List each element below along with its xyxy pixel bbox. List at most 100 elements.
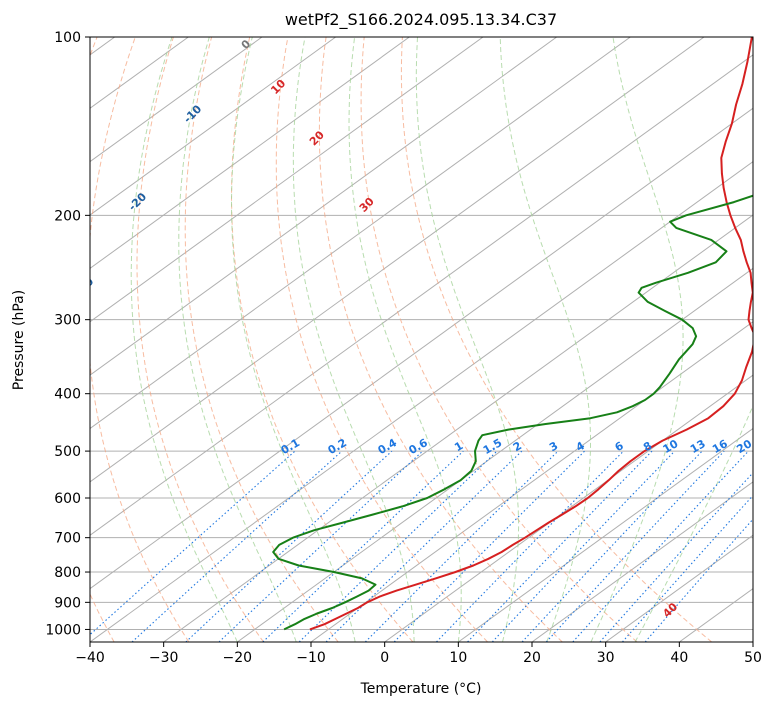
temperature-profile-line [309,37,753,631]
isotherm-line [90,54,753,536]
x-tick-label: 20 [523,650,541,666]
isotherm-line [163,214,753,642]
y-tick-label: 300 [54,313,81,329]
isotherm-line [531,481,753,642]
x-tick-label: −30 [149,650,179,666]
mixing-ratio-line [545,450,725,642]
y-axis-label: Pressure (hPa) [11,290,27,390]
chart-title: wetPf2_S166.2024.095.13.34.C37 [285,10,557,30]
y-tick-label: 500 [54,444,81,460]
dry-adiabat [230,37,414,642]
isotherm-line [90,37,631,430]
isotherm-line [752,641,753,642]
x-tick-label: −40 [75,650,105,666]
y-axis-ticks: 100 200 300 400 500 600 700 800 900 1000 [45,30,90,638]
mixing-ratio-line [298,450,498,642]
y-tick-label: 1000 [45,622,81,638]
mixing-ratio-label: 0.1 [279,436,302,457]
mixing-ratio-line [491,450,676,642]
moist-adiabat [415,37,520,642]
mixing-ratio-line [364,450,559,642]
dry-adiabat-label: 30 [357,195,377,215]
dry-adiabat-label: -30 [73,275,96,298]
y-tick-label: 900 [54,595,81,611]
x-tick-label: 40 [670,650,688,666]
mixing-ratio-label: 2 [511,439,524,454]
dry-adiabat [136,37,264,642]
mixing-ratio-label: 25 [759,437,775,456]
isotherm-line [384,374,753,642]
isotherm-line [458,427,753,642]
mixing-ratio-line [467,450,653,642]
y-tick-label: 600 [54,491,81,507]
x-tick-label: 10 [449,650,467,666]
isotherm-line [90,37,484,323]
mixing-ratio-line [218,450,424,642]
isotherm-line [90,161,753,642]
mixing-ratio-line [393,450,585,642]
dry-adiabat-label: 10 [268,77,288,97]
moist-adiabat [292,37,415,642]
moist-adiabat [231,37,356,642]
mixing-ratio-lines [90,450,753,642]
dry-adiabat-label: -20 [126,190,149,213]
mixing-ratio-label: 6 [613,439,626,454]
y-tick-label: 200 [54,208,81,224]
dry-adiabat-label: -10 [181,102,204,125]
dry-adiabat [90,37,115,642]
isotherm-line [90,37,410,270]
mixing-ratio-label: 4 [574,439,587,454]
isotherm-line [605,534,753,642]
isotherm-line [90,37,189,109]
x-axis-label: Temperature (°C) [360,681,482,697]
moist-adiabat [348,37,462,642]
moist-adiabat [634,404,753,642]
isotherm-line [90,37,557,376]
mixing-ratio-line [572,450,749,642]
skewed-isotherms [90,37,753,642]
dry-adiabat-label: 40 [660,600,680,620]
mixing-ratio-label: 3 [547,439,560,454]
x-tick-label: 50 [744,650,762,666]
y-tick-label: 700 [54,531,81,547]
x-axis-ticks: −40 −30 −20 −10 0 10 20 30 40 50 [75,642,762,666]
dry-adiabat [0,37,59,642]
mixing-ratio-line [131,450,343,642]
moist-adiabats [130,37,753,642]
mixing-ratio-label: 0.6 [406,436,430,457]
mixing-ratio-line [262,450,464,642]
mixing-ratio-line [436,450,624,642]
y-tick-label: 100 [54,30,81,46]
moist-adiabat [590,37,684,642]
y-tick-label: 400 [54,387,81,403]
mixing-ratio-line [325,450,523,642]
x-tick-label: −10 [296,650,326,666]
dry-adiabats [0,37,713,642]
dry-adiabat [318,37,563,642]
dry-adiabat-label: 20 [307,128,327,148]
dewpoint-profile-line [272,194,753,631]
line-labels: 0.10.20.40.611.52346810131620253036-100-… [73,37,775,620]
mixing-ratio-label: 1 [452,439,465,454]
isotherm-line [90,37,263,163]
isotherm-line [237,267,753,642]
mixing-ratio-label: 0.4 [376,436,400,457]
mixing-ratio-line [185,450,393,642]
mixing-ratio-label: 13 [688,437,708,456]
isotherm-line [90,37,336,216]
dry-adiabat [400,37,713,642]
dry-adiabat [360,37,638,642]
mixing-ratio-label: 0.2 [326,436,349,457]
mixing-ratio-line [599,471,753,642]
x-tick-label: 0 [380,650,389,666]
mixing-ratio-label: 1.5 [481,436,504,457]
isotherm-line [90,37,705,483]
plot-frame [89,36,754,643]
dry-adiabat [90,37,190,642]
x-tick-label: 30 [597,650,615,666]
profile-lines [272,37,753,631]
moist-adiabat [178,37,297,642]
x-tick-label: −20 [223,650,253,666]
isotherm-line [310,321,753,642]
